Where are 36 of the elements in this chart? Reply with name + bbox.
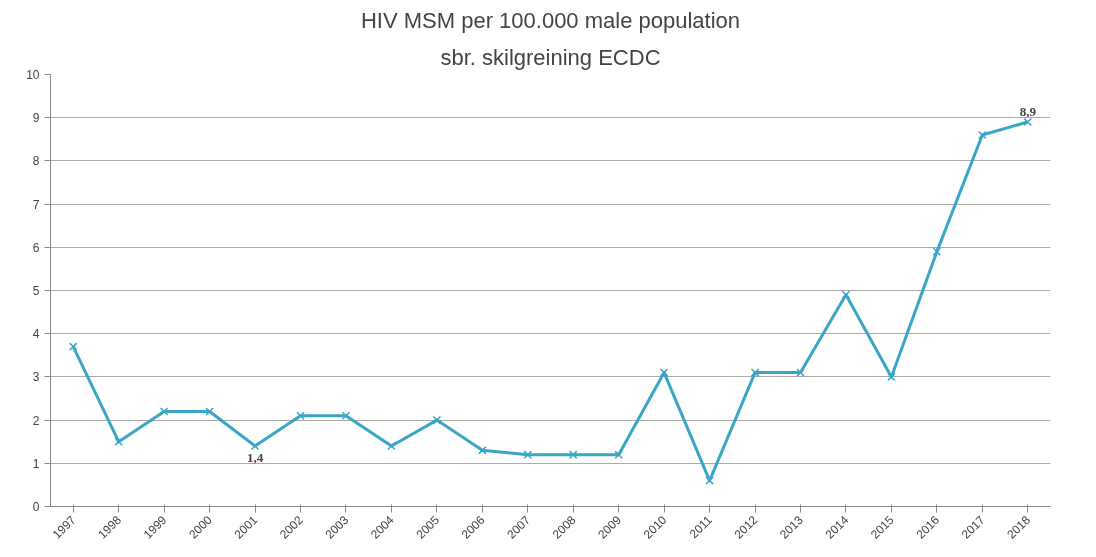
point [887, 372, 896, 382]
point [568, 450, 578, 459]
y-tick-label: 7 [32, 197, 40, 212]
point [796, 368, 805, 377]
point [387, 441, 396, 451]
data-label: 1,4 [246, 450, 264, 466]
point [205, 407, 214, 416]
point [341, 411, 351, 421]
point [478, 446, 487, 455]
point [705, 476, 714, 485]
y-tick-label: 8 [32, 154, 40, 169]
point [841, 290, 851, 300]
chart-subtitle: sbr. skilgreining ECDC [440, 44, 661, 70]
point [432, 415, 442, 425]
point [296, 411, 305, 421]
y-tick-label: 1 [32, 456, 40, 471]
y-tick-label: 3 [32, 370, 40, 385]
point [1023, 117, 1033, 127]
y-tick-label: 4 [32, 327, 40, 342]
chart-title: HIV MSM per 100.000 male population [360, 7, 741, 33]
y-tick-label: 9 [32, 111, 40, 126]
y-tick-label: 0 [32, 500, 40, 514]
y-tick-label: 6 [32, 240, 40, 255]
point [159, 407, 169, 416]
point [114, 437, 123, 446]
y-tick-label: 10 [26, 68, 40, 82]
point [932, 247, 942, 256]
y-tick-label: 5 [32, 284, 40, 298]
point [978, 130, 987, 140]
y-tick-label: 2 [32, 413, 40, 428]
data-label: 8,9 [1019, 104, 1037, 120]
point [68, 342, 78, 351]
point [523, 450, 533, 459]
point [750, 368, 760, 377]
point [659, 368, 669, 377]
point [614, 450, 623, 459]
